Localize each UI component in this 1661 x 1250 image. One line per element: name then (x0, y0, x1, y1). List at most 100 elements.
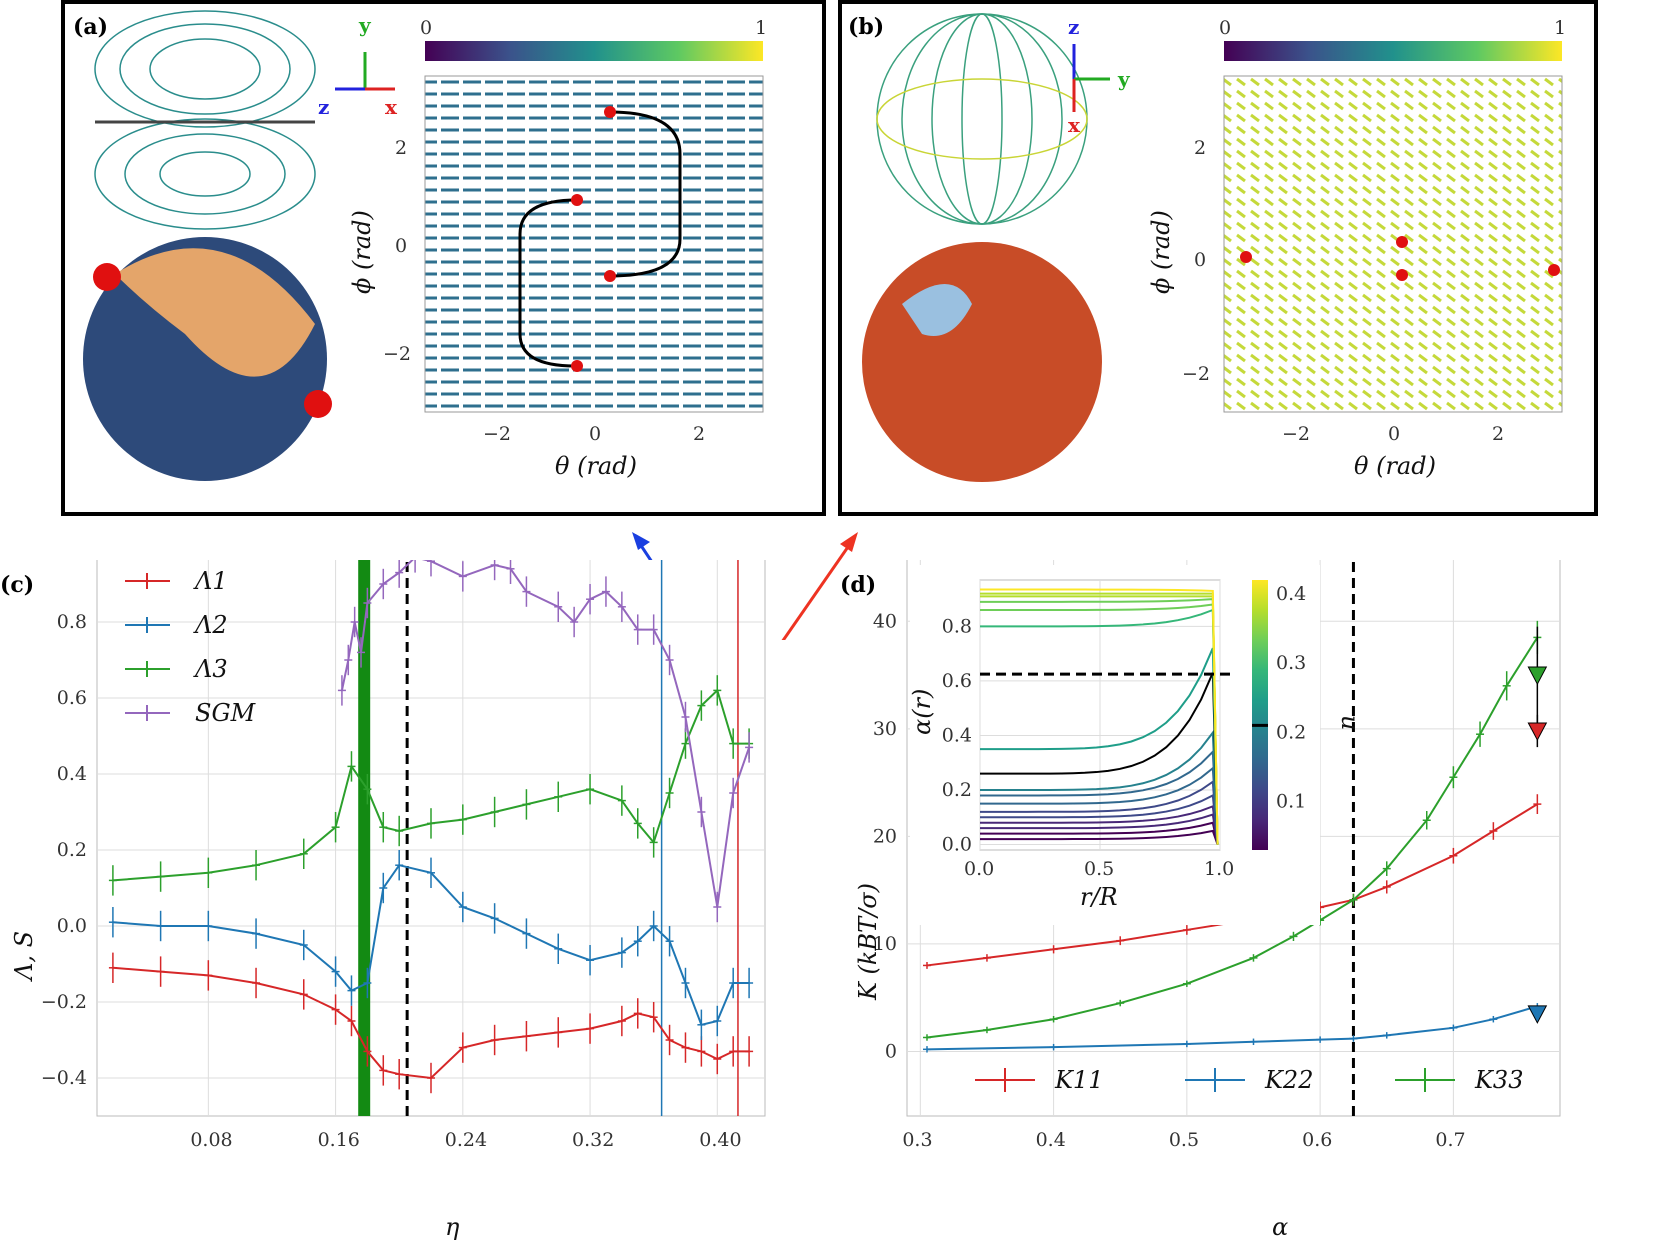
x-axis-label: θ (rad) (1354, 452, 1436, 480)
tick-labels: 0.08 0.16 0.24 0.32 0.40 −0.4 −0.2 0.0 0.2 0.4 0.6… (41, 611, 742, 1151)
xtick-label: 2 (693, 423, 705, 445)
ytick-label: 0 (395, 235, 407, 257)
sphere-wireframe-b (876, 13, 1088, 225)
axis-z-label: z (1068, 15, 1079, 39)
colorbar-label: u (1336, 715, 1364, 730)
panel-a-svg: (a) y z x 0 1 (73, 10, 767, 481)
ytick-label: −0.2 (41, 991, 87, 1013)
xtick-label: 0.32 (572, 1129, 614, 1151)
colorbar-a (425, 41, 763, 61)
legend-label: SGM (195, 699, 257, 727)
inset-curve (980, 598, 1219, 845)
chart-c: (c) 0.08 0.16 0.24 0.32 0.40−0.4−0.20.00.20.… (0, 560, 766, 1241)
ytick-label: 0.0 (57, 915, 87, 937)
ytick-label: −2 (383, 343, 411, 365)
defect-marker (93, 263, 121, 291)
y-axis-label: ϕ (rad) (1147, 210, 1175, 294)
inset-curve (980, 793, 1219, 845)
defect-marker (1396, 269, 1408, 281)
xtick-label: 0.40 (699, 1129, 741, 1151)
inset-ytick-label: 0.6 (942, 670, 972, 692)
colorbar-min: 0 (1219, 17, 1231, 39)
sphere-wireframe-a (94, 10, 316, 230)
inset-ytick-label: 0.0 (942, 834, 972, 856)
triangle-marker (1527, 666, 1548, 686)
particle-sphere-b (862, 242, 1102, 482)
ytick-label: 0.8 (57, 611, 87, 633)
xtick-label: −2 (483, 423, 511, 445)
inset-curve (980, 592, 1219, 845)
inset-curve (980, 804, 1219, 845)
director-field-a (424, 75, 764, 413)
panel-d-label: (d) (840, 572, 876, 598)
axis-y-label: y (1117, 67, 1131, 91)
colorbar-tick-label: 0.2 (1276, 721, 1306, 743)
y-axis-label: Λ, S (10, 931, 38, 982)
ytick-label: 30 (873, 718, 897, 740)
chart-d: (d) 0.3 0.4 0.5 0.6 0.7 0 10 20 30 40 K11 K22 K33 0… (840, 560, 1561, 1241)
defect-marker (571, 360, 583, 372)
legend: Λ1 Λ2 Λ3 SGM (125, 567, 257, 727)
colorbar-max: 1 (755, 17, 767, 39)
inset-curve (980, 749, 1219, 845)
panel-a: (a) y z x 0 1 (61, 0, 826, 516)
xtick-label: 0.6 (1302, 1129, 1332, 1151)
colorbar-tick-label: 0.4 (1276, 583, 1306, 605)
xtick-label: 2 (1492, 423, 1504, 445)
y-axis-label: ϕ (rad) (348, 210, 376, 294)
legend-label: K22 (1264, 1066, 1313, 1094)
inset-curve (980, 647, 1219, 845)
ytick-label: 0.6 (57, 687, 87, 709)
x-axis-label: η (445, 1213, 460, 1241)
inset-y-label: α(r) (908, 689, 936, 735)
inset-curve (980, 780, 1219, 845)
xtick-label: 0 (589, 423, 601, 445)
inset-curve (980, 813, 1219, 845)
director-field-b (1223, 75, 1563, 413)
xtick-label: −2 (1282, 423, 1310, 445)
inset-xtick-label: 1.0 (1204, 858, 1234, 880)
inset-chart: 0.0 0.5 1.0 0.0 0.2 0.4 0.6 0.8 0.1 0.2 0.3 0.4 u r/R… (908, 565, 1364, 925)
reference-lines (358, 560, 739, 1116)
ytick-label: −0.4 (41, 1067, 87, 1089)
inset-curve (980, 766, 1219, 845)
inset-curve (980, 595, 1219, 845)
legend: K11 K22 K33 (975, 1066, 1523, 1094)
axes-triad-b: z y x (1068, 15, 1131, 137)
ytick-label: −2 (1182, 363, 1210, 385)
nematic-region-a (115, 248, 315, 377)
xtick-label: 0.4 (1036, 1129, 1066, 1151)
inset-curve (980, 608, 1219, 845)
defect-path-a (518, 110, 682, 368)
colorbar-min: 0 (420, 17, 432, 39)
xtick-label: 0 (1388, 423, 1400, 445)
colorbar-tick-label: 0.1 (1276, 791, 1306, 813)
isotropic-region-b (902, 284, 972, 336)
inset-curve (980, 588, 1219, 845)
panel-b: (b) z y x 0 1 2 0 −2 −2 0 2 θ (838, 0, 1598, 516)
ytick-label: 2 (1194, 137, 1206, 159)
inset-ytick-label: 0.2 (942, 779, 972, 801)
inset-ytick-label: 0.8 (942, 615, 972, 637)
ytick-label: 20 (873, 825, 897, 847)
axis-x-label: x (1068, 113, 1081, 137)
ytick-label: 2 (395, 137, 407, 159)
defect-marker (1548, 264, 1560, 276)
legend-label: K33 (1474, 1066, 1523, 1094)
panel-b-svg: (b) z y x 0 1 2 0 −2 −2 0 2 θ (848, 13, 1566, 482)
inset-curve (980, 672, 1219, 845)
axes-triad-a: y z x (318, 13, 398, 119)
legend-label: Λ1 (193, 567, 228, 595)
colorbar-b (1224, 41, 1562, 61)
inset-curve (980, 829, 1219, 845)
series-line-SGM (340, 560, 751, 908)
legend-label: Λ3 (193, 655, 228, 683)
inset-curve (980, 603, 1219, 845)
xtick-label: 0.24 (445, 1129, 487, 1151)
inset-ytick-label: 0.4 (942, 724, 972, 746)
inset-curve (980, 729, 1219, 845)
ytick-label: 0 (885, 1040, 897, 1062)
y-axis-label: K (kBT/σ) (854, 883, 882, 1001)
ytick-label: 10 (873, 933, 897, 955)
xtick-label: 0.5 (1169, 1129, 1199, 1151)
